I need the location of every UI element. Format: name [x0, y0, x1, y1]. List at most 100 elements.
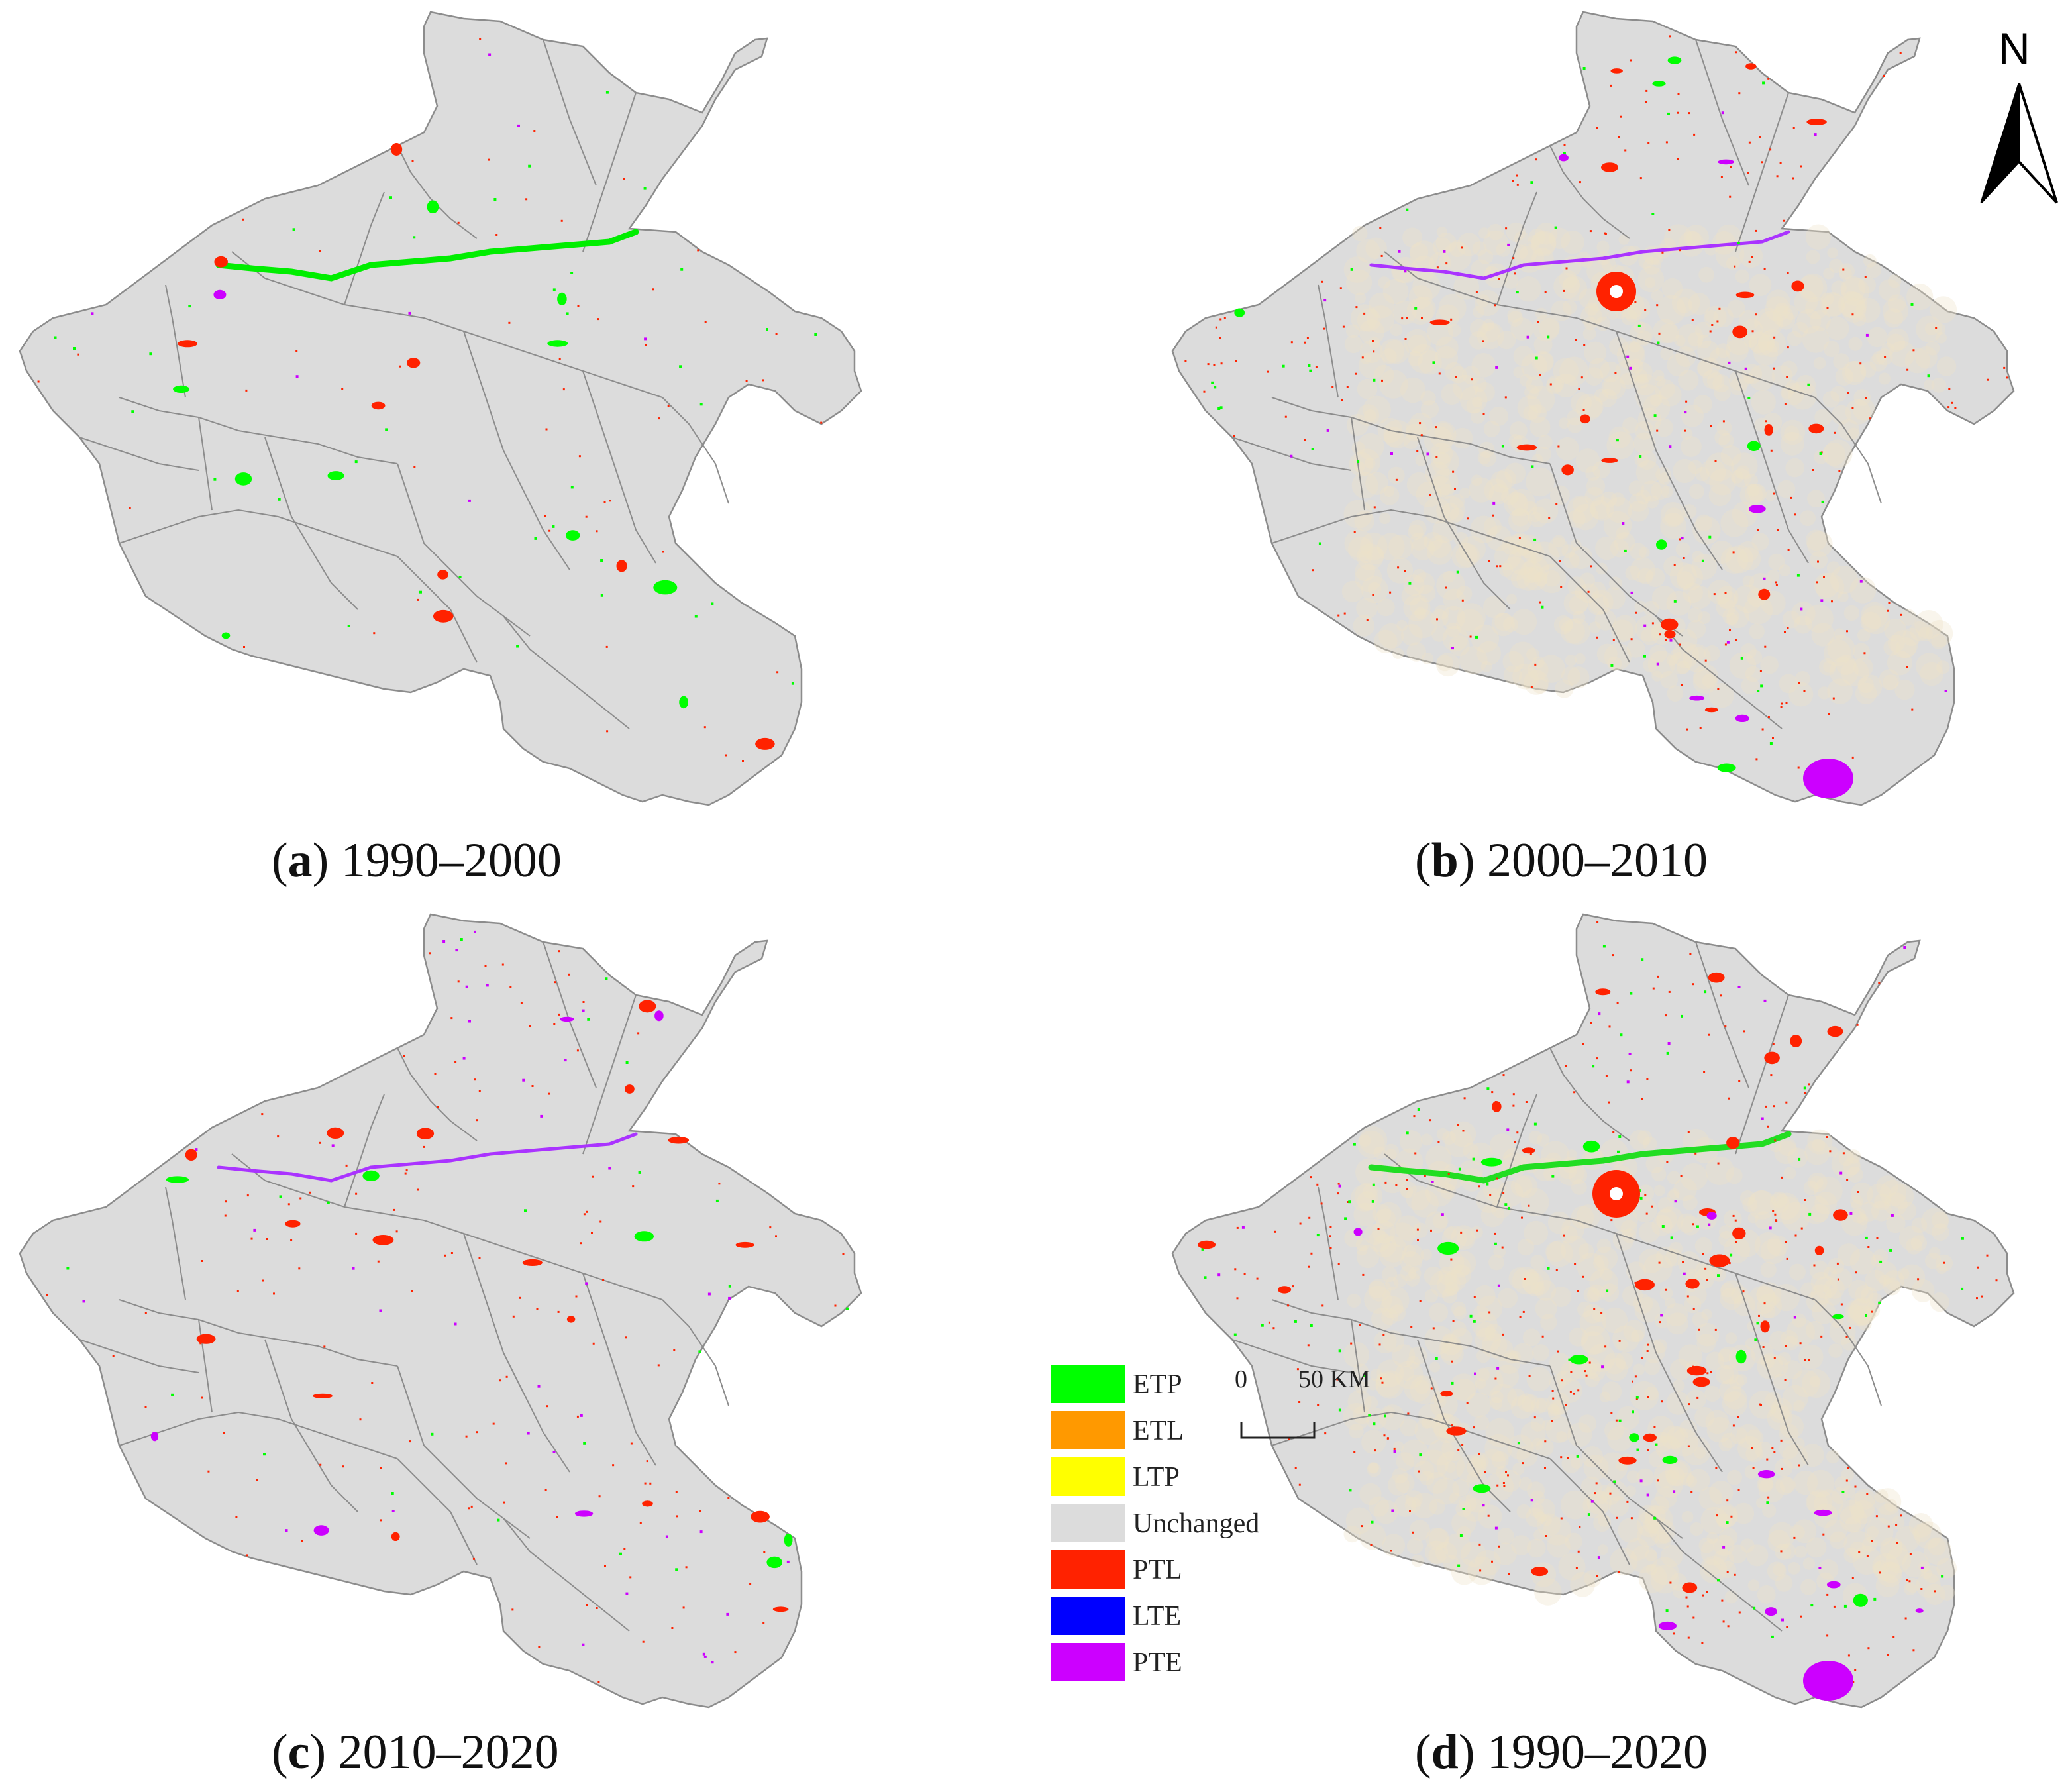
county-boundary	[1271, 397, 1551, 464]
county-boundary	[1496, 1094, 1537, 1208]
county-boundary	[119, 397, 398, 464]
scale-bar-line	[1240, 1422, 1316, 1439]
etp-pixels	[66, 938, 849, 1571]
ptl-patches	[178, 143, 775, 750]
etp-pixels	[1211, 67, 1930, 745]
county-boundary	[582, 1273, 656, 1466]
legend-item-ltp: LTP	[1051, 1457, 1316, 1497]
pte-patches	[213, 289, 227, 299]
province-outline	[19, 913, 862, 1709]
legend-label-lte: LTE	[1133, 1601, 1182, 1632]
pte-patches	[1353, 1212, 1924, 1630]
county-boundary	[1351, 417, 1365, 511]
legend-swatch-ltp	[1051, 1457, 1125, 1496]
legend-swatch-ptl	[1051, 1550, 1125, 1589]
ptl-patches	[1198, 972, 1848, 1593]
ltp-haze	[1343, 1121, 1957, 1608]
pte-patches	[1558, 154, 1766, 722]
county-boundary	[1271, 509, 1551, 557]
county-boundary	[543, 941, 597, 1088]
caption-a: (a) 1990–2000	[272, 833, 562, 888]
legend-swatch-etl	[1051, 1411, 1125, 1449]
county-boundary	[1384, 1153, 1816, 1300]
ptl-pixels	[46, 950, 845, 1683]
county-boundary	[1616, 331, 1723, 570]
legend-item-etp: ETP	[1051, 1365, 1316, 1404]
pte-pixels	[1217, 946, 1924, 1622]
county-boundary	[397, 1458, 478, 1565]
legend-swatch-pte	[1051, 1643, 1125, 1681]
caption-d: (d) 1990–2020	[1415, 1725, 1708, 1779]
county-boundary	[1271, 1411, 1551, 1459]
pte-pixels	[91, 53, 647, 502]
county-boundary	[119, 509, 398, 557]
county-boundary	[1417, 437, 1511, 610]
river-change	[215, 229, 639, 282]
county-boundary	[344, 191, 385, 305]
legend-item-etl: ETL	[1051, 1411, 1316, 1451]
legend-label-unchanged: Unchanged	[1133, 1508, 1260, 1539]
county-boundary	[582, 994, 637, 1155]
county-boundary	[397, 145, 478, 239]
legend-swatch-lte	[1051, 1597, 1125, 1635]
reservoir-pte-patch	[1803, 759, 1853, 798]
scale-zero-label: 0	[1235, 1365, 1247, 1393]
legend-item-ptl: PTL	[1051, 1550, 1316, 1590]
henan-map-a	[19, 11, 862, 806]
henan-map-b	[1171, 11, 2015, 806]
county-boundary	[1549, 145, 1630, 239]
county-boundary	[231, 251, 663, 398]
legend-label-pte: PTE	[1133, 1648, 1182, 1678]
ptl-patches	[185, 1000, 789, 1612]
county-boundary	[344, 1094, 385, 1208]
etp-patches	[1437, 1140, 1868, 1607]
county-boundary	[582, 92, 637, 252]
ptl-pixels	[1234, 921, 1998, 1683]
county-boundary	[1814, 1299, 1882, 1406]
county-boundary	[165, 1186, 186, 1300]
henan-map-c	[19, 913, 862, 1709]
caption-b: (b) 2000–2010	[1415, 833, 1708, 888]
county-boundary	[1735, 92, 1789, 252]
county-boundary	[503, 1518, 630, 1632]
county-boundary	[1351, 1319, 1365, 1413]
scale-bar: 0 50 KM	[1235, 1365, 1394, 1464]
legend-label-ptl: PTL	[1133, 1555, 1182, 1585]
county-boundary	[1318, 284, 1339, 398]
county-boundary	[165, 284, 186, 398]
henan-map-d	[1171, 913, 2015, 1709]
county-boundary	[1549, 1458, 1630, 1565]
county-boundary	[198, 417, 213, 511]
reservoir-pte-patch	[1803, 1661, 1853, 1701]
pte-pixels	[1290, 111, 1947, 692]
county-boundary	[79, 437, 199, 471]
legend-item-lte: LTE	[1051, 1597, 1316, 1636]
map-panel-d	[1153, 902, 2027, 1724]
county-boundary	[1549, 1047, 1630, 1141]
ptl-patches	[1429, 63, 1827, 713]
county-boundary	[1271, 1299, 1551, 1367]
etp-patches	[173, 200, 688, 709]
north-arrow-icon	[1980, 83, 2058, 204]
etp-pixels	[54, 91, 817, 685]
legend-swatch-etp	[1051, 1365, 1125, 1403]
caption-c: (c) 2010–2020	[272, 1725, 559, 1779]
county-boundary	[264, 1339, 358, 1512]
legend-swatch-unchanged	[1051, 1504, 1125, 1542]
ptl-pixels	[1184, 35, 2008, 769]
county-boundary	[79, 1339, 199, 1373]
legend-label-etp: ETP	[1133, 1369, 1182, 1400]
north-arrow: N	[1971, 26, 2070, 212]
county-boundary	[397, 556, 478, 663]
river-change	[1369, 230, 1790, 280]
county-boundary	[582, 370, 656, 564]
county-boundary	[119, 1411, 398, 1459]
county-boundary	[1735, 994, 1789, 1155]
legend-label-ltp: LTP	[1133, 1462, 1180, 1493]
county-boundary	[503, 615, 630, 729]
county-boundary	[231, 1153, 663, 1300]
county-boundary	[463, 331, 570, 570]
map-panel-c	[0, 902, 874, 1724]
map-panel-b	[1153, 0, 2027, 821]
ltp-haze	[1341, 222, 1957, 708]
